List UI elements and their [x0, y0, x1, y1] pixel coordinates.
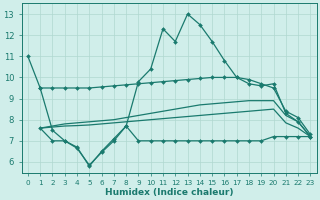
- X-axis label: Humidex (Indice chaleur): Humidex (Indice chaleur): [105, 188, 233, 197]
